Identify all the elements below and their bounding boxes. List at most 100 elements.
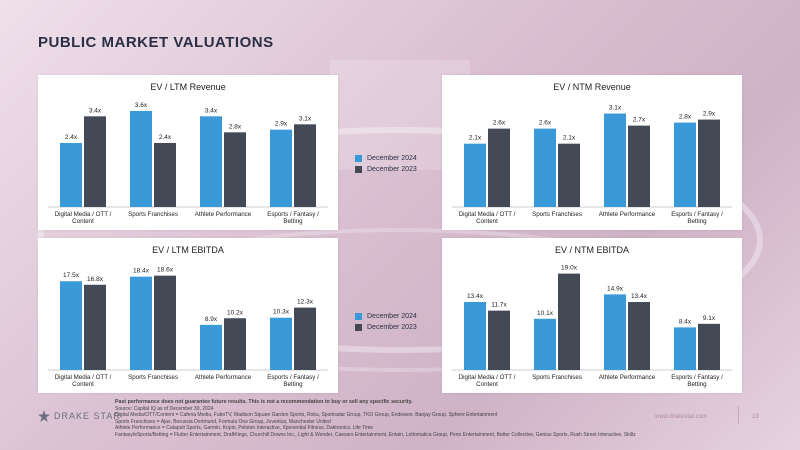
bar-2023 — [294, 124, 316, 207]
brand-name: DRAKE STAR — [54, 411, 121, 421]
legend-label: December 2023 — [367, 166, 417, 173]
data-label: 8.9x — [205, 316, 218, 323]
category-label: Esports / Fantasy / — [671, 211, 723, 218]
bar-2024 — [464, 302, 486, 370]
legend-top: December 2024 December 2023 — [355, 153, 417, 175]
legend-item-2023: December 2023 — [355, 322, 417, 333]
data-label: 8.4x — [679, 318, 692, 325]
legend-label: December 2024 — [367, 155, 417, 162]
data-label: 14.9x — [607, 285, 624, 292]
data-label: 10.3x — [273, 309, 290, 316]
legend-item-2024: December 2024 — [355, 153, 417, 164]
data-label: 2.6x — [493, 120, 506, 127]
legend-item-2024: December 2024 — [355, 311, 417, 322]
bar-2024 — [464, 143, 486, 207]
category-label: Athlete Performance — [195, 211, 252, 218]
website-link[interactable]: www.drakestar.com — [655, 414, 708, 420]
legend-bottom: December 2024 December 2023 — [355, 311, 417, 333]
category-label: Digital Media / OTT / — [55, 374, 112, 381]
category-label: Betting — [283, 381, 303, 388]
bar-2024 — [270, 317, 292, 370]
drake-star-logo: DRAKE STAR — [38, 410, 121, 422]
legend-swatch-2024 — [355, 313, 362, 320]
data-label: 2.1x — [469, 135, 482, 142]
chart-title: EV / LTM EBITDA — [152, 245, 224, 255]
data-label: 2.9x — [275, 121, 288, 128]
page-title: PUBLIC MARKET VALUATIONS — [38, 34, 274, 51]
legend-swatch-2024 — [355, 155, 362, 162]
data-label: 17.5x — [63, 272, 80, 279]
legend-label: December 2024 — [367, 313, 417, 320]
category-label: Digital Media / OTT / — [459, 211, 516, 218]
bar-2024 — [130, 276, 152, 370]
bar-2023 — [698, 323, 720, 370]
footer-source: Source: Capital IQ as of December 30, 20… — [115, 405, 214, 412]
chart-ev-ltm-ebitda: EV / LTM EBITDA 17.5x 16.8x Digital Media /… — [38, 238, 338, 393]
data-label: 10.1x — [537, 310, 554, 317]
chart-title: EV / LTM Revenue — [150, 82, 225, 92]
chart-svg: EV / LTM EBITDA 17.5x 16.8x Digital Media /… — [48, 245, 328, 388]
bar-2023 — [224, 318, 246, 370]
footer-divider — [738, 406, 739, 424]
category-label: Digital Media / OTT / — [55, 211, 112, 218]
bar-2023 — [84, 116, 106, 207]
category-label: Digital Media / OTT / — [459, 374, 516, 381]
category-label: Esports / Fantasy / — [671, 374, 723, 381]
chart-ev-ltm-revenue: EV / LTM Revenue 2.4x 3.4x Digital Media / … — [38, 75, 338, 230]
category-label: Content — [72, 218, 94, 225]
bar-2024 — [130, 111, 152, 207]
category-label: Sports Franchises — [128, 374, 178, 381]
bar-2024 — [534, 128, 556, 207]
data-label: 16.8x — [87, 276, 104, 283]
category-label: Esports / Fantasy / — [267, 374, 319, 381]
bar-2024 — [534, 318, 556, 370]
bar-2023 — [84, 284, 106, 370]
bar-2023 — [154, 143, 176, 207]
data-label: 2.4x — [159, 134, 172, 141]
data-label: 2.7x — [633, 117, 646, 124]
category-label: Athlete Performance — [599, 374, 656, 381]
data-label: 19.0x — [561, 265, 578, 272]
bar-2024 — [674, 122, 696, 207]
bar-2023 — [294, 307, 316, 370]
bar-2023 — [224, 132, 246, 207]
data-label: 12.3x — [297, 299, 314, 306]
chart-title: EV / NTM Revenue — [553, 82, 631, 92]
bar-2023 — [488, 128, 510, 207]
bar-2023 — [154, 275, 176, 370]
category-label: Athlete Performance — [599, 211, 656, 218]
bar-2024 — [604, 113, 626, 207]
data-label: 18.4x — [133, 268, 150, 275]
bar-2024 — [674, 327, 696, 370]
data-label: 2.6x — [539, 120, 552, 127]
data-label: 11.7x — [491, 302, 507, 309]
footer-line: Fantasy/eSports/Betting = Flutter Entert… — [115, 431, 636, 438]
data-label: 2.8x — [679, 114, 692, 121]
footer-notes: Past performance does not guarantee futu… — [115, 399, 675, 439]
legend-label: December 2023 — [367, 324, 417, 331]
data-label: 2.8x — [229, 123, 242, 130]
data-label: 3.6x — [135, 102, 148, 109]
category-label: Content — [476, 381, 498, 388]
chart-svg: EV / NTM Revenue 2.1x 2.6x Digital Media / … — [452, 82, 732, 225]
bar-2023 — [698, 119, 720, 207]
category-label: Content — [72, 381, 94, 388]
footer-line: Digital Media/OTT/Content = Cafena Media… — [115, 412, 498, 419]
data-label: 3.1x — [299, 115, 312, 122]
category-label: Sports Franchises — [532, 374, 582, 381]
data-label: 2.9x — [703, 111, 716, 118]
legend-swatch-2023 — [355, 166, 362, 173]
chart-svg: EV / LTM Revenue 2.4x 3.4x Digital Media / … — [48, 82, 328, 225]
chart-svg: EV / NTM EBITDA 13.4x 11.7x Digital Media /… — [452, 245, 732, 388]
data-label: 13.4x — [467, 293, 484, 300]
bar-2024 — [60, 143, 82, 207]
data-label: 2.4x — [65, 134, 78, 141]
category-label: Sports Franchises — [532, 211, 582, 218]
bar-2023 — [558, 273, 580, 370]
legend-item-2023: December 2023 — [355, 164, 417, 175]
bar-2024 — [60, 281, 82, 370]
bar-2024 — [200, 116, 222, 207]
data-label: 18.6x — [157, 267, 174, 274]
data-label: 13.4x — [631, 293, 648, 300]
bar-2023 — [628, 302, 650, 370]
